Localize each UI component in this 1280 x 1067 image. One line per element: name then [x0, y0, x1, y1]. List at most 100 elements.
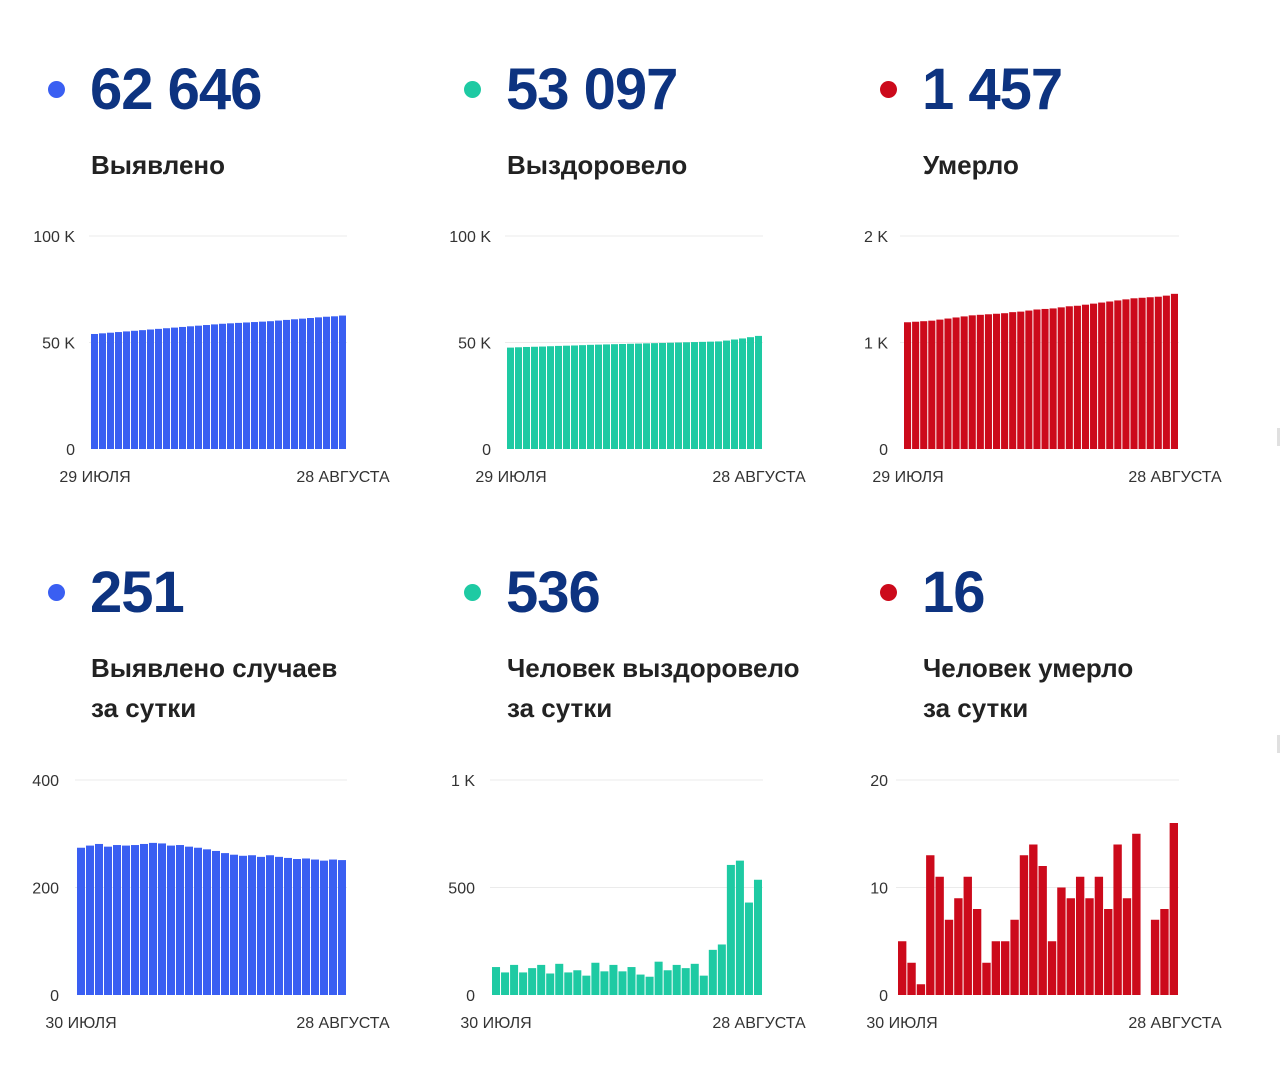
bar — [539, 346, 546, 449]
bar — [991, 941, 1001, 995]
y-tick-label: 0 — [50, 988, 59, 1005]
x-start-label: 30 ИЮЛЯ — [460, 1015, 531, 1032]
bar — [699, 341, 706, 449]
bar — [1065, 306, 1073, 449]
bar — [1132, 833, 1141, 995]
bar — [1081, 304, 1090, 449]
bar — [243, 322, 250, 449]
bar — [339, 315, 346, 449]
bar — [311, 859, 319, 995]
x-end-label: 28 АВГУСТА — [296, 1015, 390, 1032]
bar — [1106, 301, 1114, 449]
bar — [645, 976, 654, 996]
y-tick-label: 20 — [870, 773, 888, 790]
bar — [1001, 313, 1009, 449]
bar — [302, 858, 310, 996]
y-tick-label: 1 K — [451, 773, 475, 790]
bar — [1075, 876, 1085, 995]
bar — [1122, 898, 1132, 995]
bar — [618, 971, 627, 995]
bar — [131, 330, 138, 449]
bar — [507, 347, 514, 449]
bar — [329, 859, 337, 995]
bar — [1146, 297, 1154, 449]
stat-label: Выявлено — [91, 145, 225, 185]
bar — [972, 909, 982, 995]
bar — [547, 346, 554, 449]
bar — [573, 970, 582, 995]
y-tick-label: 100 K — [33, 229, 75, 246]
bar — [731, 339, 738, 449]
stat-panel: 53 097 Выздоровело 0 50 K 100 K 29 ИЮЛЯ 28 АВГ… — [416, 0, 816, 500]
stat-value: 1 457 — [922, 57, 1063, 122]
bar — [611, 344, 618, 449]
legend-dot-icon — [48, 584, 65, 601]
stat-label-line: за сутки — [91, 693, 197, 723]
bar — [331, 316, 338, 449]
bar — [563, 345, 570, 449]
bar — [523, 346, 530, 449]
bar — [315, 317, 322, 449]
y-tick-label: 0 — [879, 988, 888, 1005]
bar — [920, 321, 928, 449]
bar — [235, 322, 242, 449]
bar — [275, 320, 282, 449]
bar — [928, 320, 936, 449]
stat-label-line: Человек выздоровело — [507, 653, 800, 683]
bar — [1010, 919, 1019, 995]
x-end-label: 28 АВГУСТА — [712, 469, 806, 486]
page-edge-marker — [1277, 735, 1280, 753]
bar — [219, 323, 226, 449]
bar — [555, 345, 562, 449]
x-end-label: 28 АВГУСТА — [712, 1015, 806, 1032]
bar — [739, 338, 746, 449]
bar — [1094, 876, 1104, 995]
bar — [248, 855, 256, 995]
bar — [636, 974, 645, 995]
bar — [747, 337, 754, 450]
bar — [203, 849, 211, 995]
bar — [1154, 296, 1162, 449]
bar — [323, 316, 330, 449]
bar — [259, 321, 266, 449]
bar — [609, 964, 618, 995]
bar — [1073, 305, 1081, 449]
bar — [77, 847, 85, 996]
legend-dot-icon — [880, 81, 897, 98]
bar — [266, 855, 274, 995]
bar — [1019, 855, 1029, 995]
bar — [122, 845, 130, 995]
bar — [211, 324, 218, 449]
bar — [699, 975, 708, 995]
bar-chart: 0 50 K 100 K 29 ИЮЛЯ 28 АВГУСТА — [449, 229, 806, 486]
stat-value: 62 646 — [90, 57, 262, 122]
stat-value: 536 — [506, 560, 601, 625]
bar — [338, 860, 346, 995]
legend-dot-icon — [464, 81, 481, 98]
bar — [187, 326, 194, 449]
bar — [591, 962, 600, 995]
bar — [968, 315, 976, 449]
bar — [291, 319, 298, 449]
legend-dot-icon — [464, 584, 481, 601]
bar — [155, 328, 162, 449]
bar — [691, 342, 698, 449]
bar — [627, 967, 636, 995]
y-tick-label: 2 K — [864, 229, 888, 246]
bar — [672, 964, 681, 995]
bar — [1017, 311, 1025, 449]
x-start-label: 29 ИЮЛЯ — [475, 469, 546, 486]
stat-label: Человек умерло за сутки — [923, 648, 1133, 728]
bar — [95, 843, 103, 995]
bar — [654, 961, 663, 996]
bar — [1057, 307, 1065, 450]
stat-value: 16 — [922, 560, 986, 625]
stat-label-line: Выздоровело — [507, 150, 688, 180]
bar — [992, 313, 1001, 449]
bar — [571, 345, 578, 449]
stat-panel: 62 646 Выявлено 0 50 K 100 K 29 ИЮЛЯ 28 АВГУСТ… — [0, 0, 400, 500]
stat-label-line: Выявлено случаев — [91, 653, 338, 683]
bar — [600, 971, 609, 995]
bar — [239, 855, 247, 995]
bar — [1150, 919, 1160, 995]
